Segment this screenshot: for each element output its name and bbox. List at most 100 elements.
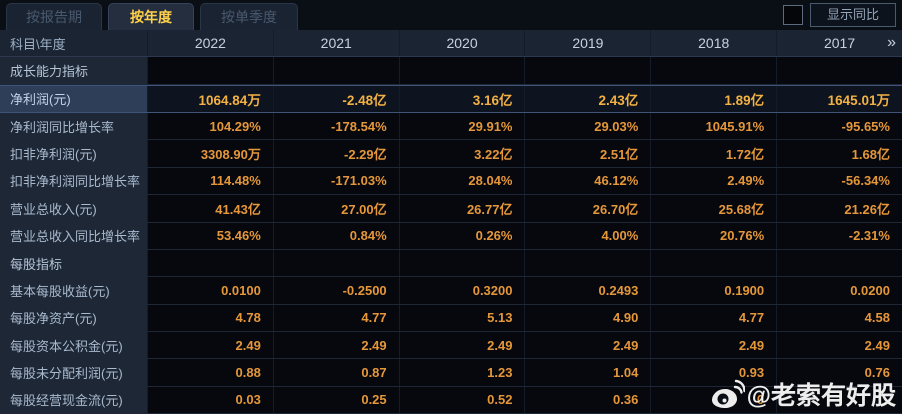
table-row: 营业总收入同比增长率 53.46% 0.84% 0.26% 4.00% 20.7…	[0, 222, 902, 250]
row-value: 0	[650, 386, 777, 414]
row-value	[398, 249, 525, 277]
row-value: 0.93	[650, 359, 777, 386]
row-value	[524, 57, 651, 84]
row-value: 0.52	[398, 386, 525, 414]
row-value	[272, 57, 399, 84]
row-value: 114.48%	[147, 167, 273, 195]
tab-bar: 按报告期 按年度 按单季度 显示同比	[0, 0, 902, 30]
row-value: 25.68亿	[650, 195, 777, 222]
row-value: 1.68亿	[776, 140, 902, 167]
row-value: 28.04%	[398, 167, 525, 195]
row-value: 1645.01万	[776, 85, 902, 113]
row-value	[272, 249, 399, 277]
table-row: 每股未分配利润(元) 0.88 0.87 1.23 1.04 0.93 0.76	[0, 359, 902, 387]
table-row: 营业总收入(元) 41.43亿 27.00亿 26.77亿 26.70亿 25.…	[0, 195, 902, 223]
table-row: 扣非净利润同比增长率 114.48% -171.03% 28.04% 46.12…	[0, 167, 902, 196]
row-value: 3308.90万	[147, 140, 273, 167]
row-value: 1.04	[524, 359, 651, 386]
year-header-2021: 2021	[272, 30, 399, 57]
year-header-2018: 2018	[650, 30, 777, 57]
financial-table: 科目\年度 2022 2021 2020 2019 2018 2017 » 成长…	[0, 30, 902, 414]
row-value: 0.88	[147, 359, 273, 386]
row-value: 4.00%	[524, 222, 651, 249]
row-value: 2.49	[398, 331, 525, 359]
tab-by-report-period[interactable]: 按报告期	[6, 3, 102, 30]
row-value: 20.76%	[650, 222, 777, 249]
row-label: 每股资本公积金(元)	[0, 331, 147, 359]
row-value: -2.29亿	[272, 140, 399, 167]
row-value: 0.0200	[776, 277, 902, 304]
row-value: 2.49	[776, 331, 902, 359]
row-value: 26.70亿	[524, 195, 651, 222]
row-value: 1064.84万	[147, 85, 273, 113]
row-value: 21.26亿	[776, 195, 902, 222]
row-value: 2.49	[147, 331, 273, 359]
row-value: 0.26%	[398, 222, 525, 249]
year-header-label: 2017	[823, 35, 856, 52]
table-row: 每股经营现金流(元) 0.03 0.25 0.52 0.36 0	[0, 386, 902, 414]
corner-header: 科目\年度	[0, 30, 147, 57]
row-label: 净利润(元)	[0, 85, 147, 113]
row-label: 每股指标	[0, 249, 147, 277]
row-value: 26.77亿	[398, 195, 525, 222]
row-value: 0.36	[524, 386, 651, 414]
row-label: 扣非净利润(元)	[0, 140, 147, 167]
row-value	[147, 57, 273, 84]
row-value: 2.43亿	[524, 85, 651, 113]
row-value: -0.2500	[272, 277, 399, 304]
row-label: 成长能力指标	[0, 57, 147, 84]
table-row: 扣非净利润(元) 3308.90万 -2.29亿 3.22亿 2.51亿 1.7…	[0, 140, 902, 168]
row-value: 0.03	[147, 386, 273, 414]
row-value: 29.91%	[398, 113, 525, 140]
table-row: 每股指标	[0, 249, 902, 278]
table-row: 基本每股收益(元) 0.0100 -0.2500 0.3200 0.2493 0…	[0, 277, 902, 305]
row-value: 4.77	[650, 304, 777, 331]
row-value	[776, 249, 902, 277]
table-row: 每股资本公积金(元) 2.49 2.49 2.49 2.49 2.49 2.49	[0, 331, 902, 360]
row-value: 0.3200	[398, 277, 525, 304]
row-value	[776, 386, 902, 414]
row-label: 每股净资产(元)	[0, 304, 147, 331]
row-label: 扣非净利润同比增长率	[0, 167, 147, 195]
row-value	[650, 57, 777, 84]
row-value: 0.87	[272, 359, 399, 386]
row-value: 0.0100	[147, 277, 273, 304]
tab-by-year[interactable]: 按年度	[108, 3, 194, 30]
row-value: 1.23	[398, 359, 525, 386]
row-value: -95.65%	[776, 113, 902, 140]
row-value: -56.34%	[776, 167, 902, 195]
table-row: 每股净资产(元) 4.78 4.77 5.13 4.90 4.77 4.58	[0, 304, 902, 332]
more-years-chevron-icon[interactable]: »	[887, 34, 896, 52]
row-value: 46.12%	[524, 167, 651, 195]
row-value: 4.77	[272, 304, 399, 331]
row-value: 0.25	[272, 386, 399, 414]
row-value: -178.54%	[272, 113, 399, 140]
row-value: 5.13	[398, 304, 525, 331]
year-header-2017: 2017 »	[776, 30, 902, 57]
row-label: 每股未分配利润(元)	[0, 359, 147, 386]
year-header-2022: 2022	[147, 30, 273, 57]
row-value: 3.22亿	[398, 140, 525, 167]
row-value: 1.89亿	[650, 85, 777, 113]
year-header-2020: 2020	[398, 30, 525, 57]
row-value: 3.16亿	[398, 85, 525, 113]
row-label: 净利润同比增长率	[0, 113, 147, 140]
row-value: 2.51亿	[524, 140, 651, 167]
row-value: -2.31%	[776, 222, 902, 249]
show-yoy-button[interactable]: 显示同比	[810, 3, 896, 27]
row-value: -2.48亿	[272, 85, 399, 113]
row-label: 基本每股收益(元)	[0, 277, 147, 304]
row-value: 4.58	[776, 304, 902, 331]
row-value	[147, 249, 273, 277]
row-value: 2.49%	[650, 167, 777, 195]
row-value: 4.90	[524, 304, 651, 331]
row-value: -171.03%	[272, 167, 399, 195]
row-value: 2.49	[650, 331, 777, 359]
tab-by-quarter[interactable]: 按单季度	[200, 3, 298, 30]
row-label: 每股经营现金流(元)	[0, 386, 147, 414]
show-yoy-checkbox[interactable]	[783, 5, 803, 25]
row-value: 53.46%	[147, 222, 273, 249]
row-value: 0.84%	[272, 222, 399, 249]
row-value: 29.03%	[524, 113, 651, 140]
